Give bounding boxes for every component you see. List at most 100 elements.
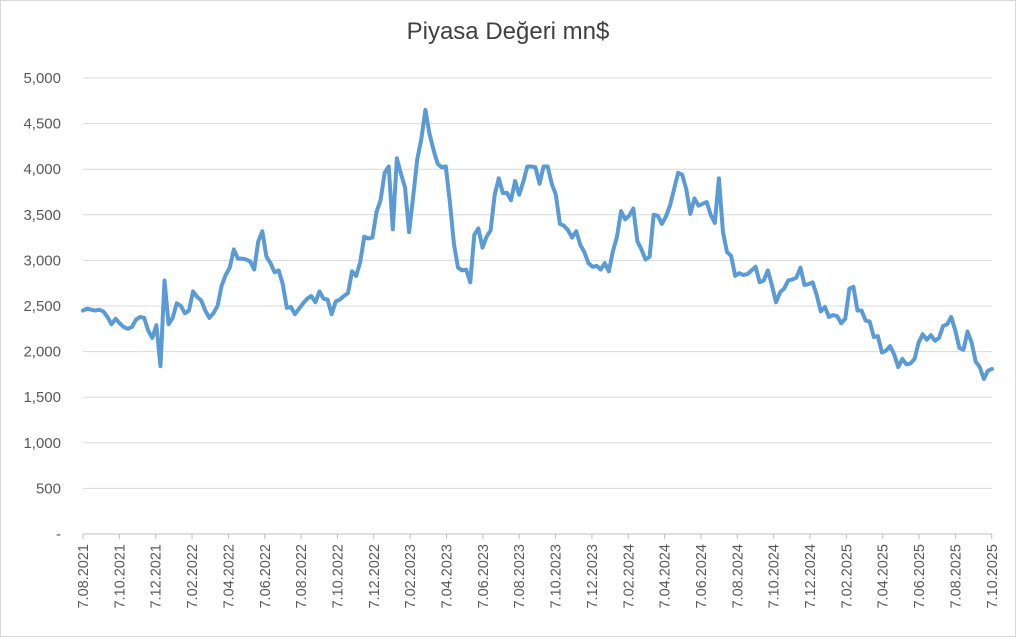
data-point [831,313,835,317]
data-point [586,261,590,265]
data-point [525,164,529,168]
data-point [485,235,489,239]
data-point [183,311,187,315]
data-point [737,271,741,275]
data-point [562,224,566,228]
data-point [472,233,476,237]
data-point [493,193,497,197]
x-tick-label: 7.12.2022 [367,544,383,609]
data-point [122,325,126,329]
data-point [81,309,85,313]
data-point [216,304,220,308]
data-point [142,316,146,320]
data-point [672,187,676,191]
data-point [187,309,191,313]
data-point [542,164,546,168]
y-tick-label: 1,500 [23,389,61,406]
data-point [900,357,904,361]
x-tick-label: 7.08.2025 [948,544,964,609]
data-point [118,321,122,325]
data-point [505,191,509,195]
data-point [366,237,370,241]
data-point [868,320,872,323]
data-point [480,246,484,250]
data-point [990,367,994,371]
x-tick-label: 7.10.2021 [112,544,128,609]
data-point [974,360,978,364]
data-point [460,268,464,272]
data-point [175,301,179,305]
data-point [921,332,925,336]
data-point [937,336,941,340]
data-point [158,364,162,368]
data-point [888,344,892,348]
x-tick-label: 7.10.2023 [549,544,565,609]
data-point [917,340,921,344]
y-tick-label: 3,000 [23,252,61,269]
data-point [798,266,802,270]
data-point [228,266,232,270]
data-point [468,280,472,284]
data-point [211,311,215,315]
data-point [150,336,154,340]
data-point [929,333,933,337]
data-point [794,276,798,280]
data-point [264,255,268,259]
data-point [717,176,721,180]
data-point [566,228,570,232]
data-point [513,179,517,183]
data-point [648,255,652,259]
data-point [770,283,774,287]
data-point [330,312,334,316]
data-point [839,321,843,325]
data-point [370,236,374,240]
data-point [448,200,452,204]
x-tick-label: 7.10.2024 [767,544,783,609]
data-point [199,299,203,303]
data-point [114,317,118,321]
data-point [362,235,366,239]
x-tick-label: 7.06.2024 [694,544,710,609]
data-point [913,357,917,361]
data-point [501,191,505,195]
data-point [399,172,403,176]
x-tick-label: 7.04.2022 [221,544,237,609]
x-tick-label: 7.04.2023 [440,544,456,609]
data-point [427,132,431,136]
data-point [754,265,758,269]
data-point [961,348,965,352]
data-point [815,293,819,297]
data-point [154,323,158,327]
data-point [85,307,89,311]
data-point [631,206,635,210]
data-point [884,349,888,353]
y-tick-label: 5,000 [23,70,61,87]
data-point [285,306,289,310]
data-point [240,257,244,261]
data-point [615,235,619,239]
data-point [676,171,680,175]
y-tick-label: 3,500 [23,207,61,224]
data-point [546,164,550,168]
data-point [790,278,794,282]
data-point [986,369,990,373]
data-point [456,266,460,270]
data-point [762,278,766,282]
data-point [619,209,623,213]
data-point [774,300,778,304]
data-point [786,278,790,282]
data-point [599,268,603,272]
data-point [876,334,880,338]
data-point [521,180,525,184]
data-point [309,294,313,298]
data-point [97,308,101,312]
x-tick-label: 7.04.2024 [658,544,674,609]
data-point [582,250,586,254]
y-tick-label: 4,500 [23,116,61,133]
data-point [595,264,599,268]
data-point [550,182,554,186]
data-point [627,214,631,218]
data-point [232,247,236,251]
data-point [684,187,688,191]
data-point [607,269,611,273]
